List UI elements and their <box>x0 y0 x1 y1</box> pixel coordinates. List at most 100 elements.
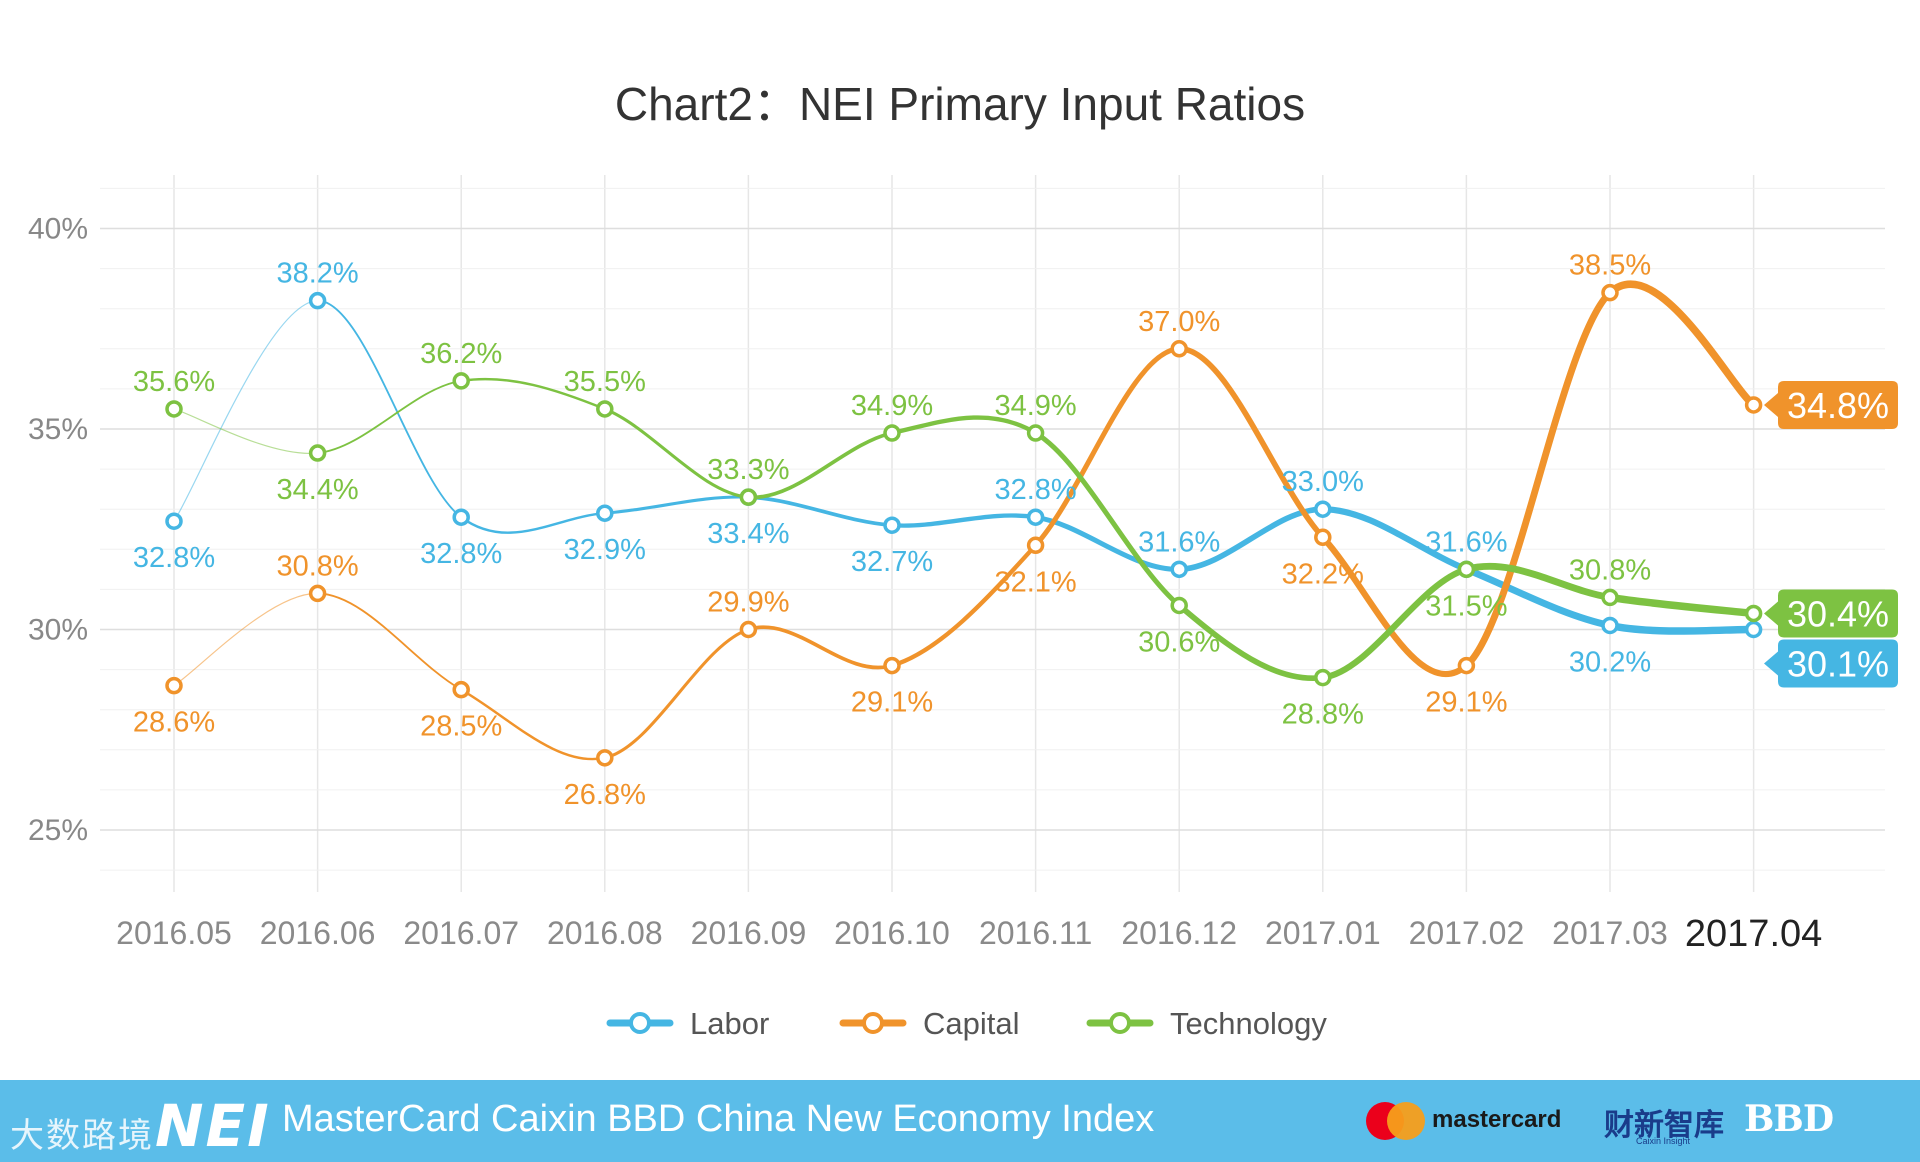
data-label-labor: 30.2% <box>1569 646 1651 678</box>
series-line-technology <box>1319 566 1470 681</box>
series-line-capital <box>1176 345 1326 541</box>
data-label-technology: 31.5% <box>1425 590 1507 622</box>
x-tick-label: 2017.04 <box>1685 913 1822 955</box>
data-point-technology <box>1457 560 1476 579</box>
series-line-labor <box>173 300 319 522</box>
data-label-capital: 30.8% <box>276 550 358 582</box>
chart-title: Chart2：NEI Primary Input Ratios <box>615 78 1305 130</box>
series-line-labor <box>603 495 750 515</box>
data-label-labor: 38.2% <box>276 258 358 290</box>
data-point-capital <box>1457 656 1476 675</box>
series-line-labor <box>1319 506 1470 573</box>
data-point-capital <box>596 749 614 767</box>
data-label-technology: 35.5% <box>564 366 646 398</box>
legend-swatch-marker <box>1109 1012 1131 1034</box>
end-badge-shape <box>1764 380 1898 429</box>
data-label-technology: 34.9% <box>994 390 1076 422</box>
data-label-capital: 32.2% <box>1282 558 1364 590</box>
series-line-labor <box>459 511 607 534</box>
series-line-capital <box>603 627 750 760</box>
caixin-insight-logo: 财新智库 <box>1604 1108 1724 1143</box>
series-line-labor <box>746 495 894 528</box>
series-line-capital <box>1462 289 1614 670</box>
data-point-technology <box>1026 424 1045 442</box>
data-point-technology <box>308 444 327 462</box>
data-point-labor <box>596 504 614 522</box>
data-point-capital <box>739 620 758 639</box>
data-label-labor: 31.6% <box>1425 526 1507 558</box>
data-point-labor <box>165 512 183 530</box>
data-label-capital: 26.8% <box>564 779 646 811</box>
data-label-technology: 34.9% <box>851 390 933 422</box>
series-line-labor <box>1462 565 1614 629</box>
y-tick-label: 25% <box>28 814 88 847</box>
data-point-technology <box>883 424 901 442</box>
series-line-capital <box>316 592 463 691</box>
mastercard-wordmark: mastercard <box>1432 1106 1562 1133</box>
legend-label-capital: Capital <box>923 1006 1020 1041</box>
footer-banner: 大数路境 NEI MasterCard Caixin BBD China New… <box>0 1080 1920 1162</box>
nei-logo: 大数路境 NEI <box>10 1090 269 1160</box>
series-line-technology <box>459 377 607 411</box>
data-label-technology: 30.6% <box>1138 626 1220 658</box>
chart-container: Chart2：NEI Primary Input Ratios 25% 30% 35%… <box>28 78 1898 1041</box>
series-line-technology <box>603 407 750 499</box>
line-chart: Chart2：NEI Primary Input Ratios 25% 30% 35%… <box>28 78 1898 1041</box>
end-badge-shape <box>1764 639 1898 688</box>
series-line-technology <box>1033 430 1182 608</box>
data-point-labor <box>1314 500 1332 518</box>
series-line-capital <box>459 688 607 761</box>
data-point-capital <box>308 584 327 603</box>
data-label-capital: 28.6% <box>133 707 215 739</box>
data-point-technology <box>1744 604 1763 623</box>
series-line-technology <box>1462 562 1614 601</box>
mastercard-logo-icon <box>1366 1102 1426 1140</box>
logo-nei-text: NEI <box>155 1092 271 1160</box>
data-point-capital <box>1170 340 1188 358</box>
data-label-technology: 28.8% <box>1282 699 1364 731</box>
data-point-technology <box>1314 668 1332 687</box>
data-label-labor: 33.0% <box>1282 466 1364 498</box>
x-tick-label: 2016.09 <box>691 915 807 951</box>
data-point-technology <box>1601 588 1619 607</box>
data-point-capital <box>1026 536 1045 555</box>
y-tick-label: 40% <box>28 213 88 246</box>
data-label-labor: 32.8% <box>994 474 1076 506</box>
data-point-labor <box>308 291 327 310</box>
data-point-labor <box>452 508 470 526</box>
bbd-logo: BBD <box>1744 1098 1834 1140</box>
data-point-labor <box>1744 620 1763 639</box>
end-badge-shape <box>1764 589 1898 638</box>
data-label-capital: 29.1% <box>851 687 933 719</box>
data-label-capital: 28.5% <box>420 711 502 743</box>
data-label-labor: 33.4% <box>707 518 789 550</box>
series-line-capital <box>1033 346 1182 548</box>
series-line-capital <box>173 592 319 687</box>
series-line-capital <box>1319 534 1470 677</box>
series-line-technology <box>173 408 319 454</box>
end-badge-labor: 30.1% <box>1764 639 1898 688</box>
data-label-labor: 32.7% <box>851 546 933 578</box>
end-badge-label: 34.8% <box>1787 385 1889 426</box>
end-badge-label: 30.1% <box>1787 644 1889 685</box>
x-tick-label: 2016.06 <box>260 915 376 951</box>
data-point-technology <box>165 400 183 418</box>
data-label-technology: 30.8% <box>1569 554 1651 586</box>
data-point-capital <box>452 680 470 699</box>
data-label-technology: 36.2% <box>420 338 502 370</box>
data-label-capital: 37.0% <box>1138 306 1220 338</box>
data-point-capital <box>165 676 183 695</box>
x-tick-label: 2017.01 <box>1265 915 1381 951</box>
data-point-capital <box>1314 528 1332 547</box>
data-label-labor: 32.8% <box>133 542 215 574</box>
legend-label-labor: Labor <box>690 1006 769 1041</box>
end-badge-technology: 30.4% <box>1764 589 1898 638</box>
x-tick-label: 2016.11 <box>979 915 1092 951</box>
series-line-technology <box>1176 602 1326 682</box>
x-tick-label: 2017.02 <box>1409 915 1525 951</box>
x-tick-label: 2017.03 <box>1552 915 1668 951</box>
data-point-capital <box>1744 396 1763 414</box>
data-point-labor <box>1601 616 1619 635</box>
y-tick-label: 30% <box>28 614 88 647</box>
data-point-capital <box>1601 283 1619 302</box>
